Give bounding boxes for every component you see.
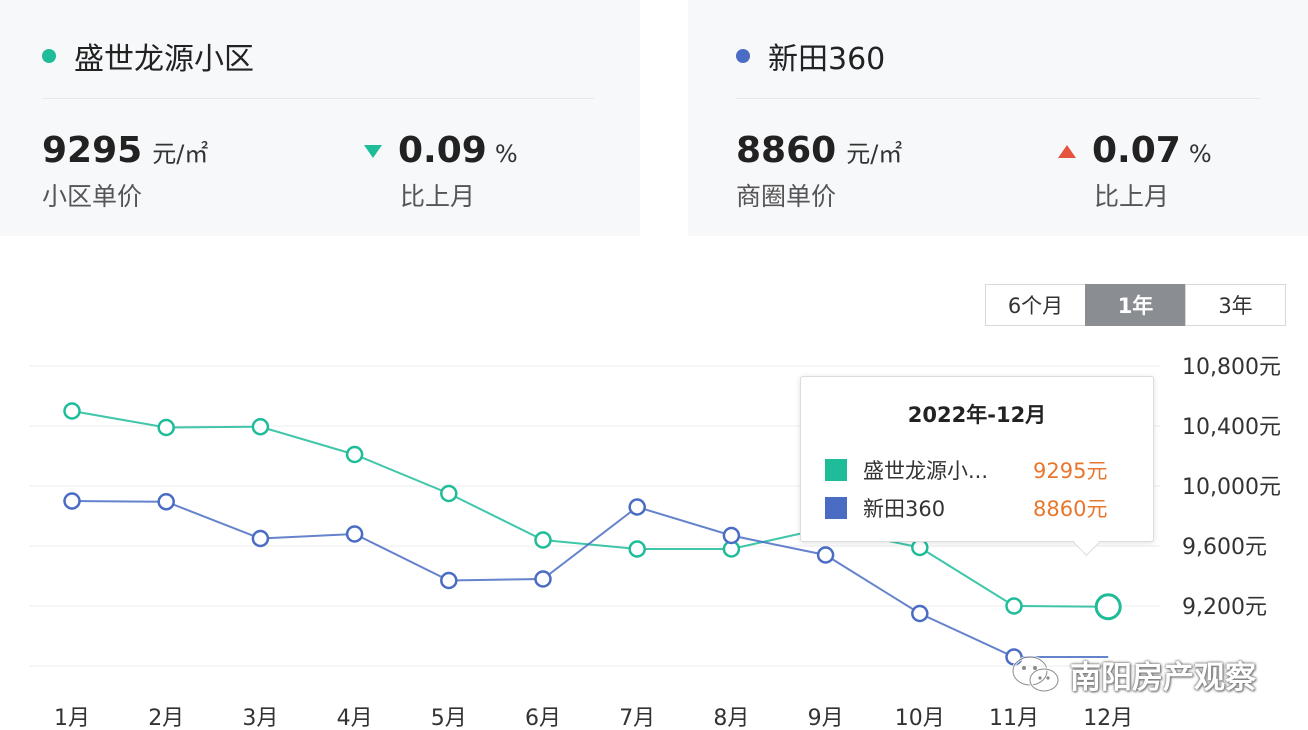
district-price-label: 商圈单价 [736, 182, 837, 211]
community-price-label: 小区单价 [42, 182, 143, 211]
data-point [534, 531, 552, 549]
district-price-unit: 元/㎡ [846, 140, 903, 168]
x-tick-label: 10月 [895, 706, 945, 730]
down-arrow-icon [364, 145, 382, 158]
watermark-text: 南阳房产观察 [1070, 660, 1256, 696]
district-change-stat: 0.07% 比上月 [1058, 130, 1212, 213]
tooltip-title: 2022年-12月 [907, 403, 1047, 427]
data-point [1094, 593, 1122, 621]
community-change-value: 0.09 [398, 130, 487, 171]
chart-tooltip: 2022年-12月 盛世龙源小... 9295元 新田360 8860元 [800, 376, 1154, 542]
x-tick-label: 5月 [431, 706, 467, 730]
data-point [345, 445, 364, 464]
data-point [251, 418, 270, 436]
x-tick-label: 6月 [525, 706, 561, 730]
data-point [911, 604, 929, 623]
tab-3-years[interactable]: 3年 [1185, 284, 1286, 326]
x-tick-label: 3月 [242, 706, 278, 730]
up-arrow-icon [1058, 145, 1076, 158]
data-point [63, 402, 81, 420]
x-tick-label: 8月 [713, 706, 749, 730]
series-line [71, 410, 1109, 608]
community-change-label: 比上月 [400, 182, 476, 211]
data-point [1005, 597, 1023, 615]
community-legend-dot [42, 49, 56, 63]
tooltip-series-value: 9295元 [1033, 459, 1108, 483]
data-point [63, 492, 81, 510]
district-change-label: 比上月 [1094, 182, 1170, 211]
tab-1-year[interactable]: 1年 [1085, 284, 1186, 326]
data-point [345, 525, 364, 543]
district-price-card: 新田360 8860 元/㎡ 商圈单价 0.07% 比上月 [688, 0, 1308, 236]
wechat-icon [1011, 655, 1060, 692]
data-point [440, 484, 458, 503]
watermark: 南阳房产观察 [1010, 652, 1256, 697]
data-point [722, 526, 741, 545]
tooltip-row: 盛世龙源小... 9295元 [825, 455, 1107, 485]
y-tick-label: 9,200元 [1182, 595, 1267, 620]
community-price-card: 盛世龙源小区 9295 元/㎡ 小区单价 0.09% 比上月 [0, 0, 640, 236]
district-price-stat: 8860 元/㎡ 商圈单价 [736, 130, 902, 213]
data-point [911, 538, 929, 557]
price-trend-chart: 10,800元 10,400元 10,000元 9,600元 9,200元 1月 2月 3月 4… [30, 355, 1281, 730]
y-tick-label: 10,400元 [1182, 415, 1281, 440]
district-change-value: 0.07 [1092, 130, 1181, 171]
data-point [628, 498, 646, 516]
district-change-unit: % [1188, 140, 1212, 168]
divider [42, 98, 594, 99]
y-tick-label: 9,600元 [1182, 535, 1267, 560]
tooltip-series-value: 8860元 [1033, 497, 1108, 521]
x-tick-label: 2月 [148, 706, 184, 730]
data-point [251, 529, 270, 548]
district-price-value: 8860 [736, 130, 837, 171]
x-tick-label: 4月 [337, 706, 373, 730]
data-point [157, 418, 175, 437]
series-line [71, 500, 1109, 658]
y-tick-label: 10,000元 [1182, 475, 1281, 500]
community-price-unit: 元/㎡ [152, 140, 209, 168]
data-point [534, 570, 552, 588]
x-tick-label: 9月 [808, 706, 844, 730]
community-price-stat: 9295 元/㎡ 小区单价 [42, 130, 208, 213]
tooltip-swatch [825, 497, 847, 519]
x-tick-label: 11月 [989, 706, 1039, 730]
community-change-unit: % [494, 140, 518, 168]
divider [736, 98, 1260, 99]
community-name: 盛世龙源小区 [74, 42, 254, 77]
x-tick-label: 12月 [1083, 706, 1133, 730]
district-legend-dot [736, 49, 750, 63]
tooltip-series-name: 盛世龙源小... [863, 459, 989, 483]
tab-6-months[interactable]: 6个月 [985, 284, 1086, 326]
community-change-stat: 0.09% 比上月 [364, 130, 518, 213]
time-range-tabs: 6个月 1年 3年 [985, 284, 1286, 326]
tooltip-swatch [825, 459, 847, 481]
data-point [816, 546, 835, 564]
district-name-row: 新田360 [736, 34, 885, 78]
x-tick-label: 1月 [54, 706, 90, 730]
y-tick-label: 10,800元 [1182, 355, 1281, 380]
tooltip-series-name: 新田360 [863, 497, 946, 521]
data-point [628, 540, 646, 558]
district-name: 新田360 [768, 42, 886, 77]
data-point [440, 571, 458, 590]
community-name-row: 盛世龙源小区 [42, 34, 254, 78]
tooltip-row: 新田360 8860元 [825, 493, 1107, 523]
x-tick-label: 7月 [619, 706, 655, 730]
community-price-value: 9295 [42, 130, 143, 171]
data-point [157, 493, 175, 511]
